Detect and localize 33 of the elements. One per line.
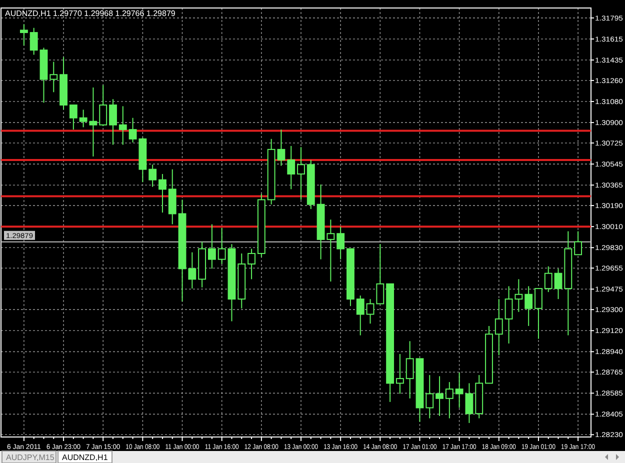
- candlestick: [445, 382, 454, 419]
- candlestick: [494, 298, 503, 356]
- candlestick: [109, 98, 117, 146]
- candlestick: [218, 227, 226, 264]
- candlestick: [158, 173, 166, 214]
- candlestick: [426, 374, 434, 419]
- candlestick: [248, 248, 256, 280]
- candlestick: [436, 376, 444, 416]
- candlestick: [50, 61, 58, 93]
- candlestick: [297, 146, 305, 200]
- candlestick: [356, 295, 364, 336]
- candlestick: [287, 145, 296, 190]
- text: AUDNZD,H1: [62, 453, 108, 462]
- candlestick: [30, 27, 38, 56]
- candlestick: [336, 226, 345, 260]
- candlestick: [148, 164, 157, 188]
- text: AUDJPY,M15: [6, 453, 55, 462]
- candlestick: [118, 106, 127, 146]
- candlestick: [366, 298, 374, 324]
- chart-title: AUDNZD,H1 1.29770 1.29968 1.29766 1.29879: [5, 9, 176, 18]
- candlestick: [20, 24, 28, 46]
- candlestick: [69, 104, 78, 130]
- candlestick: [208, 224, 216, 270]
- candlestick: [524, 286, 533, 326]
- candlestick: [376, 244, 384, 304]
- candlestick: [574, 230, 582, 256]
- candlestick: [534, 288, 542, 340]
- candlestick: [554, 268, 562, 300]
- candlestick: [396, 354, 404, 394]
- candlestick: [188, 252, 196, 290]
- candlestick: [99, 84, 108, 127]
- candlestick: [406, 340, 414, 399]
- candlestick: [544, 266, 552, 293]
